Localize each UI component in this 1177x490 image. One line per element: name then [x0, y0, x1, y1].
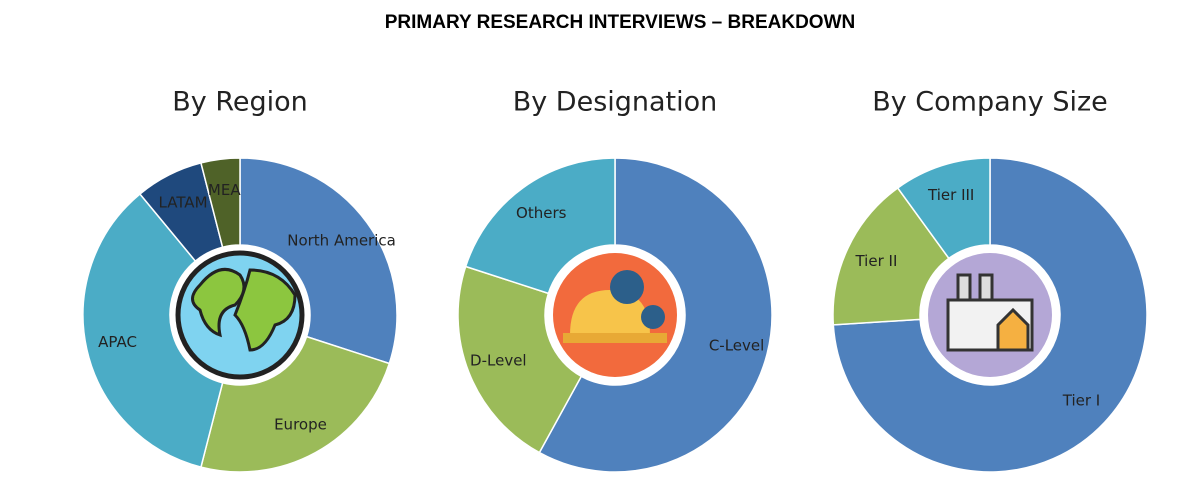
icon: [191, 267, 246, 338]
chart-subtitle: By Designation: [513, 87, 718, 118]
slice-label: Others: [516, 204, 567, 222]
icon: [563, 333, 667, 343]
slice-label: Tier III: [927, 186, 974, 204]
slice-label: Tier II: [854, 252, 897, 270]
slice-label: Europe: [274, 415, 327, 433]
slice-label: APAC: [98, 333, 137, 351]
icon: [610, 270, 644, 304]
chart-subtitle: By Region: [172, 87, 308, 118]
chart-subtitle: By Company Size: [872, 87, 1108, 118]
slice-label: LATAM: [159, 194, 208, 212]
page-title: PRIMARY RESEARCH INTERVIEWS – BREAKDOWN: [385, 12, 855, 33]
icon: [233, 268, 297, 352]
slice-label: North America: [287, 232, 396, 250]
icon: [978, 273, 994, 302]
slice-label: D-Level: [470, 352, 527, 370]
slice-label: MEA: [208, 181, 241, 199]
slice-label: Tier I: [1062, 391, 1100, 409]
icon: [996, 307, 1030, 352]
icon: [641, 305, 665, 329]
icon: [956, 273, 972, 302]
slice-label: C-Level: [709, 337, 764, 355]
